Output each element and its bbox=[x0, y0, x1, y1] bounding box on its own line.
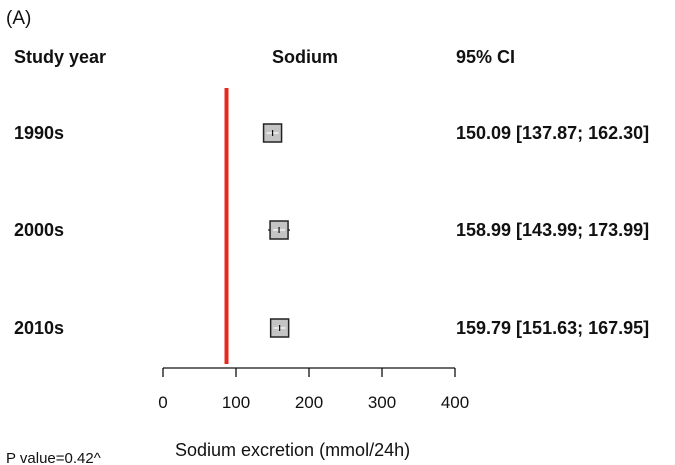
x-tick-label: 100 bbox=[222, 393, 250, 412]
x-axis-label: Sodium excretion (mmol/24h) bbox=[175, 440, 410, 460]
ci-value: 150.09 [137.87; 162.30] bbox=[456, 123, 649, 143]
x-tick-label: 400 bbox=[441, 393, 469, 412]
header-95ci: 95% CI bbox=[456, 47, 515, 67]
x-axis: 0 100 200 300 400 bbox=[158, 367, 469, 412]
row-label: 1990s bbox=[14, 123, 64, 143]
header-sodium: Sodium bbox=[272, 47, 338, 67]
row-label: 2000s bbox=[14, 220, 64, 240]
panel-label: (A) bbox=[6, 8, 31, 29]
p-value-footnote: P value=0.42^ bbox=[6, 450, 101, 465]
row-label: 2010s bbox=[14, 318, 64, 338]
ci-value: 159.79 [151.63; 167.95] bbox=[456, 318, 649, 338]
ci-value: 158.99 [143.99; 173.99] bbox=[456, 220, 649, 240]
forest-rows: 1990s 150.09 [137.87; 162.30] 2000s 158.99 … bbox=[14, 123, 649, 338]
header-study-year: Study year bbox=[14, 47, 106, 67]
x-tick-label: 300 bbox=[368, 393, 396, 412]
x-tick-label: 0 bbox=[158, 393, 167, 412]
x-tick-label: 200 bbox=[295, 393, 323, 412]
